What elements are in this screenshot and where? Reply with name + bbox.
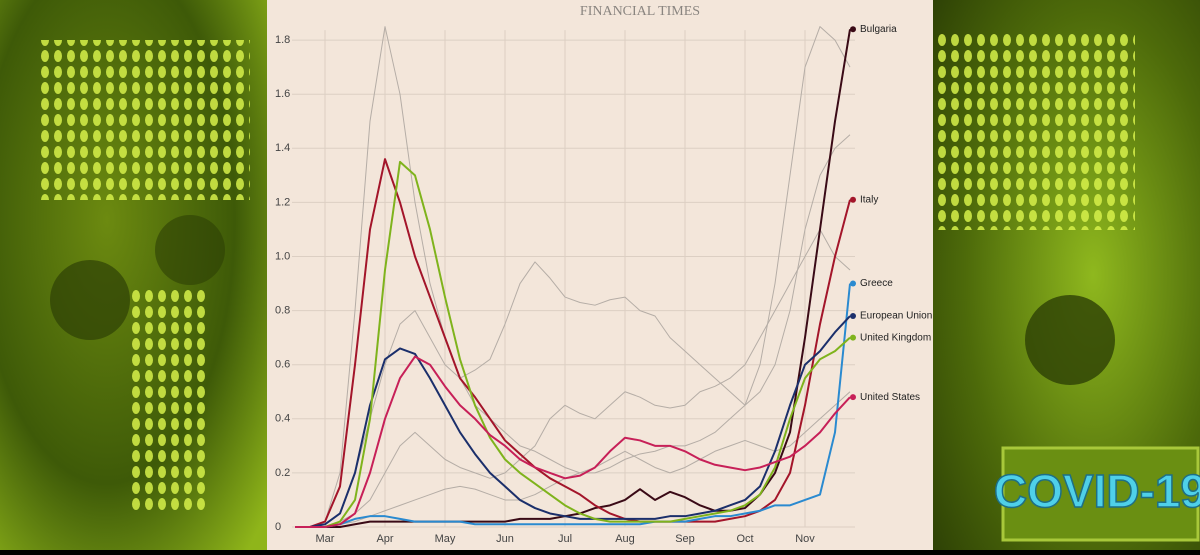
background-line	[295, 391, 851, 528]
x-tick-label: Oct	[736, 533, 753, 545]
end-dot	[850, 196, 856, 203]
x-tick-label: Apr	[376, 533, 393, 545]
end-dot	[850, 26, 856, 33]
y-tick-label: 0.4	[275, 413, 290, 425]
series-label: United States	[860, 392, 920, 403]
series-label: European Union	[860, 311, 932, 322]
chart-panel	[267, 0, 933, 550]
end-dot	[850, 280, 856, 287]
x-tick-label: Jul	[558, 533, 572, 545]
series-line	[295, 355, 851, 528]
series-label: United Kingdom	[860, 332, 931, 343]
y-tick-label: 1.0	[275, 250, 290, 262]
series-line	[295, 160, 851, 528]
y-tick-label: 0.2	[275, 467, 290, 479]
x-tick-label: Mar	[316, 533, 335, 545]
y-tick-label: 1.2	[275, 196, 290, 208]
y-tick-label: 1.4	[275, 142, 290, 154]
dot-map	[130, 290, 210, 510]
brand: FINANCIAL TIMES	[580, 4, 700, 19]
series-line	[295, 315, 851, 528]
virus-shape	[155, 215, 225, 285]
virus-shape	[1025, 295, 1115, 385]
x-tick-label: May	[435, 533, 456, 545]
badge-box	[1001, 446, 1200, 542]
dot-map	[935, 30, 1135, 230]
end-dot	[850, 334, 856, 341]
series-label: Italy	[860, 194, 878, 205]
end-dot	[850, 313, 856, 320]
background-line	[295, 26, 851, 528]
background-line	[295, 228, 851, 528]
y-tick-label: 0.6	[275, 359, 290, 371]
series-line	[295, 283, 851, 528]
y-tick-label: 1.6	[275, 88, 290, 100]
virus-shape	[50, 260, 130, 340]
y-tick-label: 0	[275, 521, 281, 533]
plot: 0 0.2 0.4 0.6 0.8 1.0 1.2 1.4 1.6 1.8 Mar Apr May Jun…	[275, 24, 932, 545]
badge-text: COVID-19	[994, 465, 1200, 517]
y-tick-label: 0.8	[275, 305, 290, 317]
series-label: Greece	[860, 278, 893, 289]
y-tick-label: 1.8	[275, 34, 290, 46]
end-dot	[850, 394, 856, 401]
x-tick-label: Nov	[795, 533, 815, 545]
x-tick-label: Aug	[615, 533, 635, 545]
x-tick-label: Jun	[496, 533, 514, 545]
x-tick-label: Sep	[675, 533, 695, 545]
series-label: Bulgaria	[860, 24, 897, 35]
dot-map	[40, 40, 250, 200]
